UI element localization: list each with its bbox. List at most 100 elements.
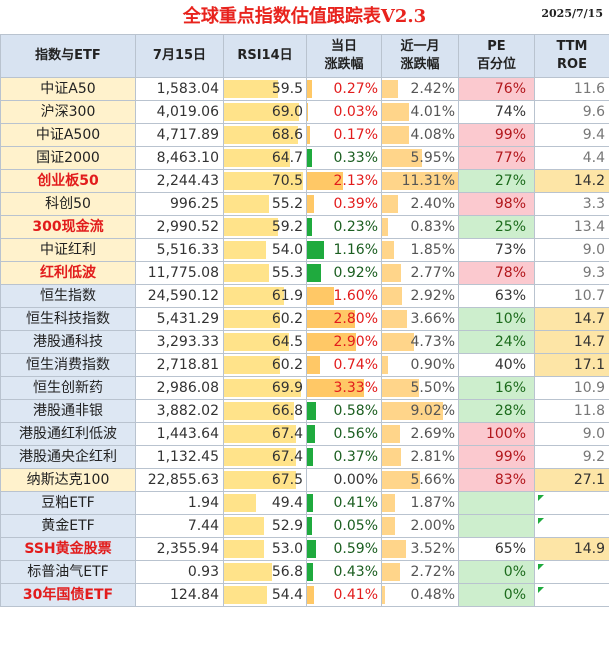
price-cell: 0.93 xyxy=(135,560,224,584)
pe-percentile-cell: 65% xyxy=(458,537,535,561)
rsi-cell: 61.9 xyxy=(223,284,307,308)
month-change-bar xyxy=(382,80,399,98)
price-cell: 2,990.52 xyxy=(135,215,224,239)
day-change-value: 0.58% xyxy=(333,403,378,419)
day-change-bar xyxy=(307,333,357,351)
rsi-value: 52.9 xyxy=(271,518,303,534)
price-cell: 1,132.45 xyxy=(135,445,224,469)
price-cell: 11,775.08 xyxy=(135,261,224,285)
month-change-value: 11.31% xyxy=(401,173,455,189)
index-name-cell: 科创50 xyxy=(0,192,136,216)
month-change-bar xyxy=(382,494,395,512)
price-cell: 4,019.06 xyxy=(135,100,224,124)
month-change-bar xyxy=(382,218,388,236)
roe-value: 11.6 xyxy=(573,81,605,97)
month-change-value: 0.48% xyxy=(410,587,455,603)
day-change-cell: 0.43% xyxy=(306,560,382,584)
day-change-value: 0.05% xyxy=(333,518,378,534)
roe-cell: 10.9 xyxy=(534,376,609,400)
rsi-bar xyxy=(224,494,256,512)
month-change-cell: 1.87% xyxy=(381,491,459,515)
index-name-cell: 中证A500 xyxy=(0,123,136,147)
table-row: 纳斯达克100 22,855.63 67.5 0.00% 5.66% 83% 27.1 xyxy=(0,468,609,492)
roe-value: 9.0 xyxy=(582,242,605,258)
rsi-value: 55.2 xyxy=(271,196,303,212)
month-change-bar xyxy=(382,287,402,305)
rsi-value: 49.4 xyxy=(271,495,303,511)
col-header-day-line1: 当日 xyxy=(330,39,357,54)
roe-value: 9.0 xyxy=(582,426,605,442)
month-change-value: 2.77% xyxy=(410,265,455,281)
price-cell: 5,431.29 xyxy=(135,307,224,331)
index-name-cell: 300现金流 xyxy=(0,215,136,239)
day-change-cell: 0.23% xyxy=(306,215,382,239)
pe-percentile-cell: 99% xyxy=(458,445,535,469)
index-name-cell: 中证红利 xyxy=(0,238,136,262)
month-change-bar xyxy=(382,379,419,397)
month-change-cell: 2.69% xyxy=(381,422,459,446)
rsi-value: 55.3 xyxy=(271,265,303,281)
rsi-bar xyxy=(224,241,267,259)
index-name-cell: 恒生指数 xyxy=(0,284,136,308)
col-header-pe-line1: PE xyxy=(487,39,506,54)
rsi-bar xyxy=(224,471,297,489)
roe-value: 13.4 xyxy=(573,219,605,235)
month-change-cell: 5.95% xyxy=(381,146,459,170)
rsi-value: 60.2 xyxy=(271,311,303,327)
day-change-bar xyxy=(307,402,316,420)
rsi-bar xyxy=(224,80,279,98)
index-name-cell: 豆粕ETF xyxy=(0,491,136,515)
day-change-cell: 0.74% xyxy=(306,353,382,377)
roe-value: 10.9 xyxy=(573,380,605,396)
day-change-value: 0.59% xyxy=(333,541,378,557)
table-row: 港股通央企红利 1,132.45 67.4 0.37% 2.81% 99% 9.2 xyxy=(0,445,609,469)
table-row: 恒生科技指数 5,431.29 60.2 2.80% 3.66% 10% 14.7 xyxy=(0,307,609,331)
rsi-value: 56.8 xyxy=(271,564,303,580)
pe-percentile-cell: 99% xyxy=(458,123,535,147)
roe-value: 9.2 xyxy=(582,449,605,465)
roe-cell: 9.0 xyxy=(534,238,609,262)
day-change-value: 0.37% xyxy=(333,449,378,465)
month-change-cell: 3.66% xyxy=(381,307,459,331)
day-change-value: 0.23% xyxy=(333,219,378,235)
rsi-cell: 54.4 xyxy=(223,583,307,607)
price-cell: 1,583.04 xyxy=(135,77,224,101)
roe-cell xyxy=(534,560,609,584)
roe-cell: 14.7 xyxy=(534,330,609,354)
price-cell: 24,590.12 xyxy=(135,284,224,308)
day-change-value: 0.74% xyxy=(333,357,378,373)
index-name-cell: 港股通科技 xyxy=(0,330,136,354)
table-row: 中证A50 1,583.04 59.5 0.27% 2.42% 76% 11.6 xyxy=(0,77,609,101)
index-name-cell: 恒生创新药 xyxy=(0,376,136,400)
table-row: SSH黄金股票 2,355.94 53.0 0.59% 3.52% 65% 14.9 xyxy=(0,537,609,561)
rsi-cell: 69.0 xyxy=(223,100,307,124)
month-change-bar xyxy=(382,448,401,466)
roe-cell: 14.7 xyxy=(534,307,609,331)
table-row: 国证2000 8,463.10 64.7 0.33% 5.95% 77% 4.4 xyxy=(0,146,609,170)
roe-cell: 14.2 xyxy=(534,169,609,193)
roe-value: 14.2 xyxy=(573,173,605,189)
rsi-cell: 67.4 xyxy=(223,422,307,446)
month-change-cell: 2.77% xyxy=(381,261,459,285)
rsi-value: 67.5 xyxy=(271,472,303,488)
month-change-value: 5.66% xyxy=(410,472,455,488)
month-change-bar xyxy=(382,586,386,604)
roe-cell: 3.3 xyxy=(534,192,609,216)
rsi-value: 54.0 xyxy=(271,242,303,258)
rsi-bar xyxy=(224,448,296,466)
month-change-cell: 2.81% xyxy=(381,445,459,469)
rsi-bar xyxy=(224,402,295,420)
price-cell: 3,882.02 xyxy=(135,399,224,423)
rsi-bar xyxy=(224,425,296,443)
day-change-bar xyxy=(307,241,325,259)
month-change-value: 2.72% xyxy=(410,564,455,580)
month-change-cell: 11.31% xyxy=(381,169,459,193)
day-change-value: 0.92% xyxy=(333,265,378,281)
rsi-bar xyxy=(224,195,269,213)
rsi-cell: 60.2 xyxy=(223,307,307,331)
day-change-cell: 2.80% xyxy=(306,307,382,331)
day-change-bar xyxy=(307,586,314,604)
day-change-value: 0.41% xyxy=(333,587,378,603)
month-change-bar xyxy=(382,126,410,144)
